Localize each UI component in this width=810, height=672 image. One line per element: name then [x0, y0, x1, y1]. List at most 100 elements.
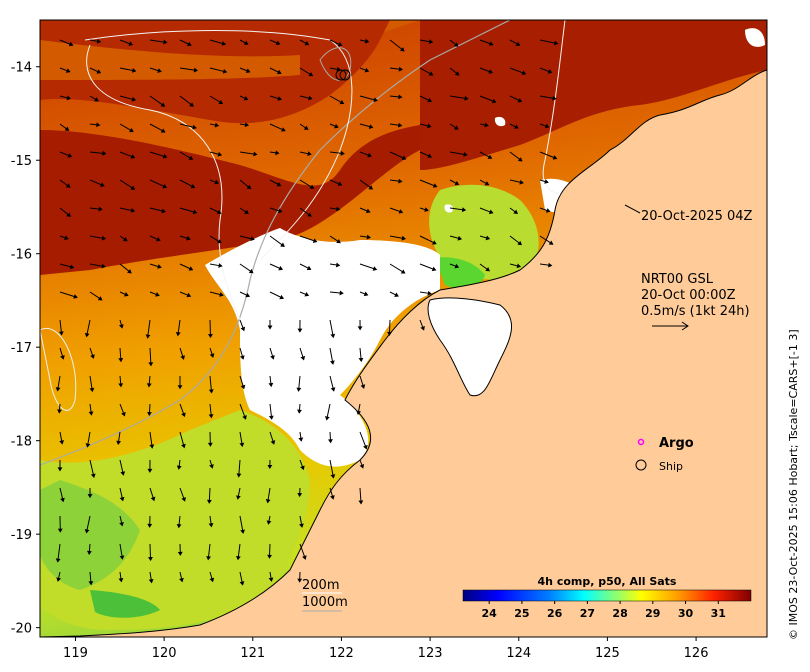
argo-label: Argo: [659, 436, 694, 451]
current-vector-head: [515, 41, 521, 46]
current-vector-head: [253, 151, 258, 157]
current-vector-head: [209, 353, 215, 358]
current-vector-head: [268, 415, 274, 420]
current-vector-head: [427, 290, 432, 296]
argo-marker: [637, 438, 645, 446]
current-vector-head: [181, 412, 186, 418]
current-vector-head: [298, 437, 304, 442]
colorbar-tick-label: 27: [580, 607, 595, 620]
current-vector-head: [265, 499, 271, 504]
y-tick-label: -16: [11, 248, 32, 263]
current-vector-head: [270, 355, 275, 360]
current-vector-head: [100, 182, 105, 187]
current-vector-head: [336, 206, 341, 212]
current-vector-head: [368, 124, 374, 129]
current-vector-head: [358, 357, 364, 363]
current-vector-head: [330, 495, 335, 500]
x-tick-label: 121: [240, 646, 265, 661]
current-vector-head: [96, 69, 102, 74]
current-vector-head: [84, 529, 90, 534]
current-vector-head: [552, 155, 558, 160]
current-vector-head: [64, 126, 70, 131]
ship-legend-marker: [635, 459, 647, 471]
y-tick-label: -15: [11, 154, 32, 169]
current-vector-head: [207, 333, 213, 339]
current-vector-head: [188, 266, 194, 271]
current-vector-head: [187, 41, 192, 47]
x-tick-label: 120: [152, 646, 177, 661]
hot-water-band-north: [40, 20, 390, 124]
current-vector-head: [337, 181, 343, 186]
current-vector-head: [118, 578, 124, 583]
current-vector-head: [87, 494, 93, 499]
current-vector-head: [297, 492, 303, 498]
current-vector-head: [401, 235, 406, 241]
current-vector-head: [206, 556, 211, 561]
current-vector-head: [243, 95, 249, 101]
current-vector-head: [356, 410, 362, 416]
colorbar-tick-label: 30: [678, 607, 694, 620]
sst-contour: [86, 44, 246, 331]
current-vector-head: [244, 209, 249, 215]
current-vector-head: [485, 235, 491, 241]
current-vector-head: [60, 355, 65, 360]
current-vector-head: [519, 179, 524, 185]
current-vector-head: [55, 558, 61, 563]
current-vector-head: [339, 290, 344, 296]
inlet-cloud: [427, 297, 513, 397]
current-vector-head: [300, 465, 305, 471]
cool-water-south-core: [90, 590, 160, 618]
time-pointer: [624, 204, 641, 214]
x-tick-label: 125: [595, 646, 620, 661]
current-vector-head: [239, 442, 245, 448]
current-vector-head: [277, 208, 283, 214]
current-vector-head: [548, 262, 553, 268]
time-label: 20-Oct-2025 04Z: [641, 209, 753, 224]
current-vector-head: [424, 207, 429, 212]
current-vector-head: [336, 238, 341, 244]
current-vector-head: [60, 497, 65, 503]
current-vector-head: [214, 122, 220, 128]
current-vector-head: [147, 523, 153, 528]
current-vector-head: [484, 122, 489, 128]
isobath-1000m: [40, 20, 511, 466]
current-vector-head: [488, 69, 494, 74]
x-axis: 119 120 121 122 123 124 125 126: [63, 637, 708, 661]
current-vector-head: [186, 292, 192, 298]
cloud-cover: [205, 228, 440, 467]
current-vector-head: [398, 94, 403, 100]
current-vector-head: [267, 464, 273, 470]
colorbar-tick-label: 26: [547, 607, 563, 620]
current-vector-head: [488, 41, 494, 46]
current-vector-head: [177, 551, 183, 556]
current-vector-head: [239, 355, 245, 360]
current-vector-head: [193, 67, 199, 73]
cool-water-coastal-core: [435, 257, 485, 289]
current-vector-head: [427, 123, 432, 129]
current-vector-head: [163, 39, 168, 45]
current-vector-head: [65, 183, 71, 188]
current-vector-head: [145, 334, 151, 339]
current-vector-head: [240, 529, 245, 534]
current-vector-head: [235, 555, 241, 561]
current-vector-head: [309, 184, 315, 189]
current-vector-head: [335, 262, 341, 268]
current-vector-head: [190, 183, 196, 189]
current-vector-head: [121, 411, 126, 417]
current-vector-head: [162, 183, 168, 189]
current-vector-head: [457, 235, 463, 241]
current-vector-head: [453, 42, 459, 47]
map-frame: [39, 19, 768, 638]
current-vector-head: [236, 473, 242, 478]
current-vector-head: [208, 523, 214, 528]
current-vector-head: [373, 97, 378, 103]
current-vector-head: [86, 550, 92, 556]
current-vector-head: [372, 266, 378, 271]
current-vector-head: [96, 38, 102, 44]
current-vector-head: [118, 383, 124, 388]
current-vector-head: [267, 325, 273, 330]
current-vector-head: [186, 235, 191, 241]
current-vector-head: [150, 496, 156, 502]
current-vector-head: [398, 66, 403, 72]
current-vector-head: [307, 212, 312, 217]
